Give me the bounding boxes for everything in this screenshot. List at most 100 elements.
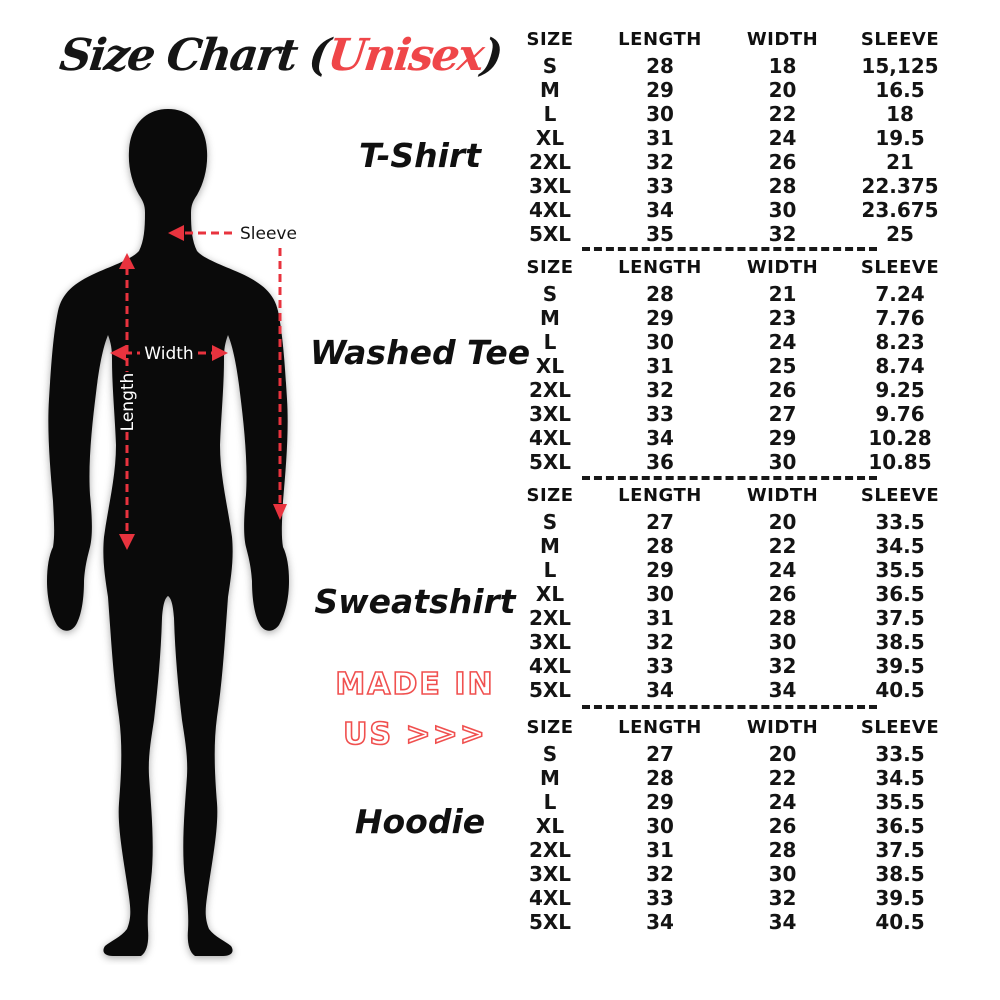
- measurement-value: 37.5: [875, 606, 925, 630]
- measurement-value: 21: [768, 282, 797, 306]
- measurement-value: 27: [768, 402, 797, 426]
- measurement-value: 29: [646, 78, 674, 102]
- size-label: 3XL: [528, 402, 572, 426]
- sleeve-arrow: [168, 225, 232, 241]
- measurement-value: 29: [646, 558, 674, 582]
- measurement-value: 30: [768, 862, 797, 886]
- size-label: 4XL: [528, 886, 572, 910]
- size-label: 2XL: [528, 150, 572, 174]
- column-header: WIDTH: [746, 257, 819, 278]
- measurement-value: 22: [768, 766, 797, 790]
- made-in-line1: MADE IN: [335, 666, 495, 703]
- size-label: XL: [535, 582, 565, 606]
- measurement-value: 32: [646, 150, 674, 174]
- measurement-value: 7.76: [875, 306, 925, 330]
- length-arrow: [119, 253, 135, 550]
- measurement-value: 32: [768, 222, 797, 246]
- measurement-value: 22: [768, 102, 797, 126]
- width-label: Width: [144, 344, 193, 364]
- measurement-value: 34: [768, 910, 797, 934]
- measurement-value: 24: [768, 330, 797, 354]
- measurement-value: 20: [768, 510, 797, 534]
- measurement-value: 38.5: [875, 862, 925, 886]
- measurement-value: 18: [886, 102, 914, 126]
- measurement-value: 8.74: [875, 354, 925, 378]
- measurement-value: 24: [768, 558, 797, 582]
- measurement-value: 40.5: [875, 678, 925, 702]
- measurement-value: 36: [646, 450, 674, 474]
- measurement-value: 30: [646, 330, 674, 354]
- measurement-value: 20: [768, 78, 797, 102]
- column-header: SLEEVE: [860, 485, 940, 506]
- size-label: 3XL: [528, 630, 572, 654]
- column-header: SIZE: [526, 29, 574, 50]
- measurement-value: 15,125: [861, 54, 939, 78]
- size-table-sweatshirt: SIZE LENGTH WIDTH SLEEVE S 27 20 33.5 M 28 22 34.5 L…: [505, 482, 960, 702]
- product-label-washed-tee: Washed Tee: [310, 333, 531, 372]
- measurement-value: 10.28: [868, 426, 932, 450]
- measurement-value: 22.375: [861, 174, 939, 198]
- measurement-value: 30: [768, 450, 797, 474]
- measurement-value: 24: [768, 790, 797, 814]
- measurement-value: 26: [768, 814, 797, 838]
- size-label: 5XL: [528, 910, 572, 934]
- dashed-separator: [582, 247, 877, 251]
- measurement-value: 27: [646, 510, 674, 534]
- measurement-value: 31: [646, 606, 674, 630]
- measurement-value: 32: [768, 654, 797, 678]
- measurement-value: 31: [646, 354, 674, 378]
- measurement-value: 38.5: [875, 630, 925, 654]
- column-header: SIZE: [526, 717, 574, 738]
- measurement-value: 28: [646, 534, 674, 558]
- sleeve-label: Sleeve: [240, 224, 297, 244]
- size-label: XL: [535, 126, 565, 150]
- size-label: M: [540, 78, 560, 102]
- measurement-value: 28: [768, 838, 797, 862]
- measurement-value: 31: [646, 838, 674, 862]
- measurement-value: 23: [768, 306, 797, 330]
- width-arrow: [110, 345, 228, 361]
- size-label: 4XL: [528, 654, 572, 678]
- size-label: 3XL: [528, 174, 572, 198]
- measurement-value: 26: [768, 150, 797, 174]
- measurement-value: 28: [646, 282, 674, 306]
- measurement-value: 29: [768, 426, 797, 450]
- measurement-value: 33.5: [875, 510, 925, 534]
- measurement-value: 25: [768, 354, 797, 378]
- product-label-hoodie: Hoodie: [354, 802, 486, 841]
- measurement-value: 30: [768, 198, 797, 222]
- size-label: 5XL: [528, 450, 572, 474]
- measurement-value: 34: [646, 198, 674, 222]
- size-label: XL: [535, 354, 565, 378]
- size-label: L: [543, 102, 557, 126]
- size-label: 2XL: [528, 838, 572, 862]
- measurement-value: 32: [646, 378, 674, 402]
- body-silhouette-figure: Sleeve Length Width: [47, 109, 297, 956]
- size-table-hoodie: SIZE LENGTH WIDTH SLEEVE S 27 20 33.5 M 28 22 34.5 L…: [505, 714, 960, 934]
- measurement-value: 36.5: [875, 814, 925, 838]
- measurement-value: 30: [646, 102, 674, 126]
- size-label: 2XL: [528, 378, 572, 402]
- measurement-value: 29: [646, 306, 674, 330]
- size-label: 4XL: [528, 198, 572, 222]
- measurement-value: 34: [768, 678, 797, 702]
- size-label: 4XL: [528, 426, 572, 450]
- column-header: SLEEVE: [860, 257, 940, 278]
- measurement-value: 37.5: [875, 838, 925, 862]
- measurement-value: 25: [886, 222, 914, 246]
- measurement-value: 35: [646, 222, 674, 246]
- column-header: LENGTH: [618, 257, 702, 278]
- body-silhouette: [47, 109, 289, 956]
- measurement-value: 9.76: [875, 402, 925, 426]
- measurement-value: 26: [768, 582, 797, 606]
- size-label: M: [540, 766, 560, 790]
- measurement-value: 33.5: [875, 742, 925, 766]
- measurement-value: 19.5: [875, 126, 925, 150]
- size-label: 5XL: [528, 678, 572, 702]
- measurement-value: 34.5: [875, 534, 925, 558]
- tables-column: SIZE LENGTH WIDTH SLEEVE S 28 18 15,125 M 29 20 16.…: [505, 0, 960, 1000]
- product-label-t-shirt: T-Shirt: [359, 136, 481, 175]
- measurement-value: 27: [646, 742, 674, 766]
- size-label: S: [542, 510, 558, 534]
